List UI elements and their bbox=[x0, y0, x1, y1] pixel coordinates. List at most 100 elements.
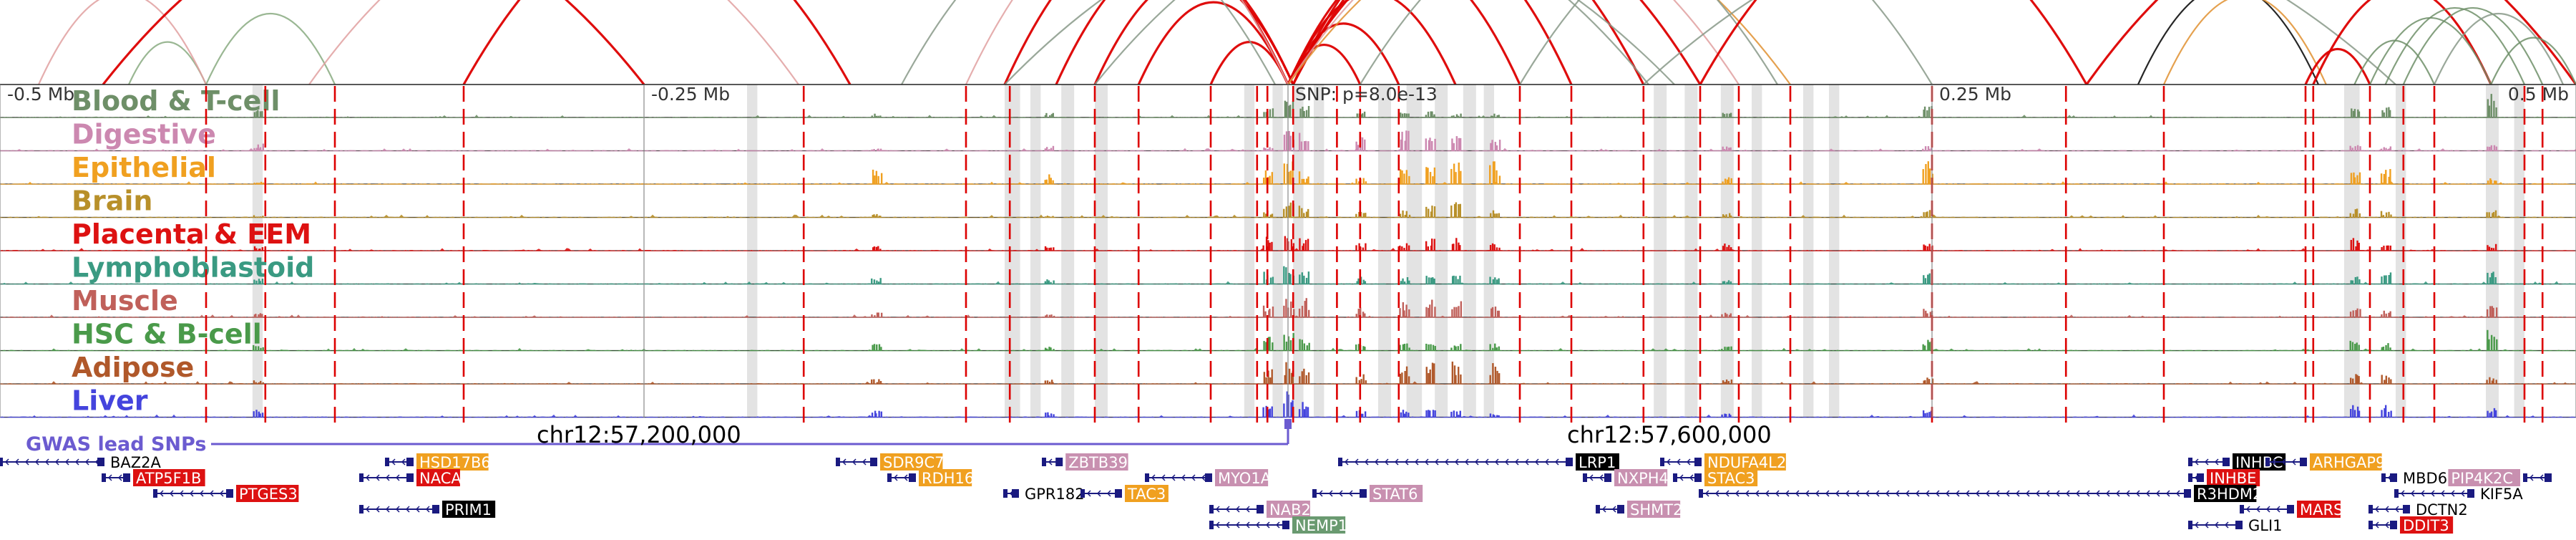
track-peak-bar bbox=[1359, 307, 1362, 318]
track-peak-bar bbox=[1402, 344, 1405, 351]
track-peak-bar bbox=[1434, 410, 1436, 418]
track-peak-bar bbox=[1292, 161, 1294, 185]
track-peak-bar bbox=[1721, 314, 1723, 318]
track-peak-bar bbox=[1928, 168, 1931, 185]
track-peak-bar bbox=[1355, 245, 1357, 251]
track-peak-bar bbox=[1493, 161, 1496, 185]
track-peak-bar bbox=[1047, 412, 1049, 418]
track-peak-bar bbox=[1287, 394, 1289, 418]
track-peak-bar bbox=[1267, 240, 1269, 251]
track-peak-bar bbox=[1050, 247, 1053, 251]
track-peak-bar bbox=[1403, 344, 1406, 351]
track-peak-bar bbox=[2356, 175, 2358, 185]
gene-strand-arrow bbox=[1394, 458, 1399, 466]
track-peak-bar bbox=[1403, 310, 1405, 318]
track-peak-bar bbox=[1434, 307, 1436, 318]
track-peak-bar bbox=[1928, 379, 1931, 385]
gene-strand-arrow bbox=[74, 458, 79, 466]
track-peak-bar bbox=[1430, 344, 1432, 351]
gene-label-box bbox=[2194, 485, 2257, 502]
gene-exon bbox=[123, 473, 130, 482]
track-peak-bar bbox=[1925, 212, 1927, 218]
track-peak-bar bbox=[1399, 344, 1401, 351]
track-peak-bar bbox=[1400, 281, 1402, 284]
track-peak-bar bbox=[1269, 337, 1271, 351]
track-peak-bar bbox=[1429, 304, 1431, 318]
track-peak-bar bbox=[1728, 245, 1730, 251]
track-peak-bar bbox=[1046, 279, 1048, 284]
track-peak-bar bbox=[2354, 276, 2357, 284]
gene-label-box bbox=[416, 453, 489, 471]
track-peak-bar bbox=[1050, 148, 1053, 151]
track-peak-bar bbox=[1455, 238, 1458, 251]
track-peak-bar bbox=[2495, 107, 2497, 118]
track-peak-bar bbox=[1283, 266, 1285, 284]
track-peak-bar bbox=[1302, 107, 1304, 118]
track-peak-bar bbox=[1357, 278, 1360, 284]
track-peak-bar bbox=[1269, 277, 1272, 284]
track-peak-bar bbox=[258, 314, 260, 318]
gene-exon bbox=[1042, 458, 1046, 466]
track-peak-bar bbox=[2486, 380, 2488, 385]
track-peak-bar bbox=[1728, 148, 1730, 151]
track-peak-bar bbox=[255, 280, 258, 284]
gene-exon bbox=[1012, 489, 1019, 498]
track-peak-bar bbox=[1429, 172, 1432, 185]
track-peak-bar bbox=[1285, 267, 1287, 284]
track-peak-bar bbox=[1927, 274, 1929, 284]
track-peak-bar bbox=[2382, 347, 2385, 351]
gene-strand-arrow bbox=[1225, 521, 1230, 529]
track-peak-bar bbox=[1453, 275, 1455, 284]
track-peak-bar bbox=[878, 410, 880, 418]
track-peak-bar bbox=[255, 216, 258, 218]
track-peak-bar bbox=[1271, 406, 1273, 418]
track-peak-bar bbox=[2383, 112, 2386, 118]
track-peak-bar bbox=[1283, 403, 1285, 418]
track-peak-bar bbox=[2382, 215, 2385, 218]
track-peak-bar bbox=[1303, 343, 1306, 351]
track-peak-bar bbox=[1459, 410, 1461, 418]
track-peak-bar bbox=[1453, 163, 1455, 185]
track-peak-bar bbox=[872, 169, 874, 185]
gene-exon bbox=[2240, 505, 2244, 514]
track-peak-bar bbox=[2387, 343, 2389, 351]
gene-strand-arrow bbox=[1444, 458, 1449, 466]
coordinate-label: chr12:57,600,000 bbox=[1567, 421, 1772, 448]
track-peak-bar bbox=[2488, 105, 2491, 118]
track-peak-bar bbox=[2350, 280, 2352, 284]
track-peak-bar bbox=[1929, 312, 1932, 318]
gene-strand-arrow bbox=[1191, 474, 1196, 481]
chromatin-loop bbox=[901, 0, 1276, 85]
gene-strand-arrow bbox=[209, 490, 214, 497]
gene-exon bbox=[359, 473, 364, 482]
chromatin-loop bbox=[1055, 0, 1294, 85]
track-peak-bar bbox=[2390, 214, 2392, 218]
track-peak-bar bbox=[1498, 346, 1500, 351]
track-peak-bar bbox=[1264, 311, 1267, 318]
track-peak-bar bbox=[1287, 336, 1290, 351]
track-peak-bar bbox=[1405, 243, 1408, 251]
track-peak-bar bbox=[1455, 136, 1458, 151]
gene-label: NAB2 bbox=[1269, 501, 1311, 519]
track-peak-bar bbox=[2489, 146, 2491, 151]
track-peak-bar bbox=[2487, 245, 2489, 251]
gene-strand-arrow bbox=[2165, 490, 2170, 497]
track-peak-bar bbox=[2352, 110, 2355, 118]
track-peak-bar bbox=[1492, 210, 1495, 218]
gene-strand-arrow bbox=[2281, 458, 2286, 466]
track-peak-bar bbox=[1492, 363, 1494, 385]
track-peak-bar bbox=[1357, 344, 1360, 351]
track-peak-bar bbox=[1265, 236, 1268, 251]
track-peak-bar bbox=[1308, 342, 1310, 351]
track-peak-bar bbox=[2389, 272, 2392, 284]
track-peak-bar bbox=[1302, 178, 1305, 185]
track-peak-bar bbox=[1726, 314, 1728, 318]
track-peak-bar bbox=[1429, 138, 1431, 151]
track-peak-bar bbox=[1302, 243, 1305, 251]
track-peak-bar bbox=[2491, 273, 2493, 284]
track-peak-bar bbox=[1455, 375, 1457, 385]
gene-exon bbox=[1660, 458, 1664, 466]
gene-label-box bbox=[1267, 501, 1310, 518]
chromatin-loop bbox=[1287, 0, 1521, 85]
